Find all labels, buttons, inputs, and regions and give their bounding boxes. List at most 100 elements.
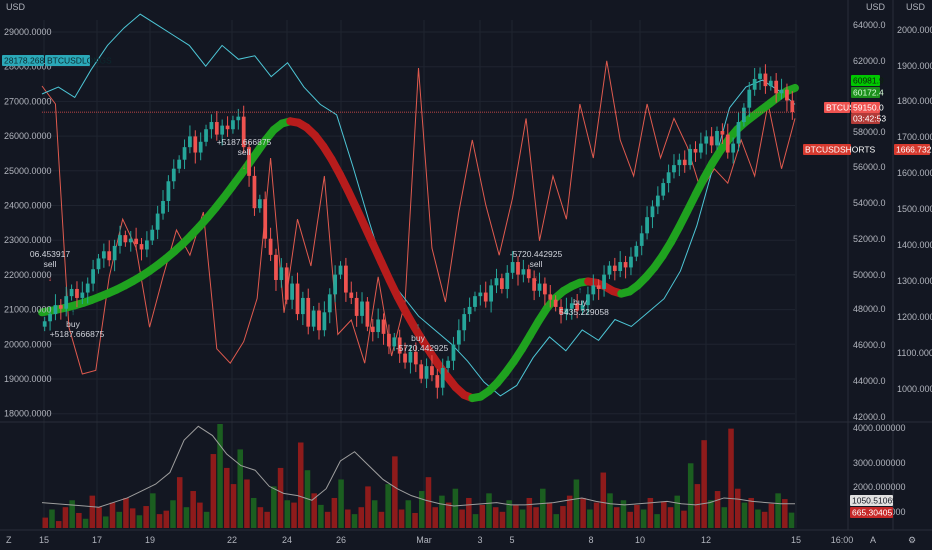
candle-body xyxy=(516,262,520,275)
candle-body xyxy=(247,147,251,176)
candle-body xyxy=(220,125,225,135)
volume-bar xyxy=(472,514,479,528)
candle-body xyxy=(424,366,429,379)
volume-bar xyxy=(62,507,69,528)
candle-body xyxy=(451,344,456,361)
volume-bar xyxy=(42,517,49,528)
candle-body xyxy=(752,78,757,90)
volume-bar xyxy=(371,500,378,528)
last-price-tag-bg xyxy=(851,102,880,113)
x-tick-label: Mar xyxy=(416,535,432,545)
volume-bar xyxy=(250,497,257,528)
volume-bar xyxy=(150,493,156,528)
candle-body xyxy=(327,294,332,313)
right-tick-label: 48000.0 xyxy=(853,304,886,314)
volume-bar xyxy=(244,479,250,528)
x-tick-label: 8 xyxy=(588,535,593,545)
buy-arrow-icon: ↑ xyxy=(71,307,75,317)
candle-body xyxy=(107,251,112,261)
volume-bar xyxy=(405,500,412,528)
volume-bar xyxy=(526,497,533,528)
annotation-label: sell xyxy=(530,259,543,269)
candle-body xyxy=(360,301,364,316)
volume-bar xyxy=(277,467,284,528)
annotation-value: -5720.442925 xyxy=(510,249,563,259)
candle-body xyxy=(602,274,606,289)
candle-body xyxy=(774,80,779,94)
candle-body xyxy=(241,116,246,148)
candle-body xyxy=(639,233,644,246)
volume-bar xyxy=(445,502,452,528)
buy-arrow-icon: ↑ xyxy=(416,321,420,331)
candle-body xyxy=(161,201,165,214)
annotation-label: sell xyxy=(238,147,251,157)
volume-bar xyxy=(486,493,492,528)
candle-body xyxy=(532,278,537,291)
candle-body xyxy=(564,308,569,315)
longs-price-tag: 28178.2687 xyxy=(2,55,49,66)
volume-bar xyxy=(143,506,149,528)
candle-body xyxy=(731,143,736,153)
right-axis-unit: USD xyxy=(866,2,886,12)
volume-bar xyxy=(156,514,163,528)
candle-body xyxy=(91,269,95,284)
volume-tick-label: 2000.000000 xyxy=(853,482,906,492)
volume-tick-label: 4000.000000 xyxy=(853,423,906,433)
shorts-value-tag-bg xyxy=(894,144,930,155)
volume-bar xyxy=(674,495,681,528)
candle-body xyxy=(650,206,655,218)
volume-bar xyxy=(479,504,486,528)
candle-body xyxy=(715,131,719,146)
candle-body xyxy=(177,159,182,169)
candle-body xyxy=(790,100,795,113)
candle-body xyxy=(300,297,305,315)
left-axis-unit: USD xyxy=(6,2,26,12)
volume-value-tag: 665.30405 xyxy=(850,507,893,518)
longs-name-tag: BTCUSDLONGS xyxy=(45,55,112,66)
annotation-label: sell xyxy=(44,259,57,269)
x-tick-label: 10 xyxy=(635,535,645,545)
right-tick-label: 58000.0 xyxy=(853,127,886,137)
countdown-tag-bg xyxy=(851,113,880,124)
candle-body xyxy=(419,364,424,379)
ma-upper-tag-bg xyxy=(851,75,880,86)
last-price-tag: 59150.0 xyxy=(851,102,884,113)
grid-lines xyxy=(0,0,932,531)
volume-bar xyxy=(76,512,82,528)
auto-scale-button[interactable]: A xyxy=(870,535,876,545)
zoom-button[interactable]: Z xyxy=(6,535,12,545)
candle-body xyxy=(779,89,784,94)
longs-name-tag-text: BTCUSDLONGS xyxy=(47,56,112,66)
last-price-tag-text: 59150.0 xyxy=(853,103,884,113)
left-tick-label: 19000.0000 xyxy=(4,374,52,384)
candle-body xyxy=(112,245,117,261)
candle-body xyxy=(655,195,660,207)
candle-body xyxy=(768,80,773,87)
candle-body xyxy=(166,181,171,202)
volume-bar xyxy=(297,442,304,528)
candle-body xyxy=(236,116,241,121)
volume-bar xyxy=(607,493,613,528)
candle-body xyxy=(171,168,176,182)
volume-bar xyxy=(345,509,351,528)
candle-body xyxy=(290,283,294,300)
volume-bar xyxy=(687,463,694,528)
candle-body xyxy=(693,148,698,153)
longs-price-tag-text: 28178.2687 xyxy=(4,56,49,66)
candle-body xyxy=(489,285,493,302)
volume-bar xyxy=(230,484,237,528)
right-tick-label: 44000.0 xyxy=(853,376,886,386)
volume-bar xyxy=(734,488,741,528)
annotation-label: buy xyxy=(411,333,425,343)
left-tick-label: 29000.0000 xyxy=(4,27,52,37)
outer-tick-label: 1400.0000 xyxy=(897,240,932,250)
volume-bar xyxy=(640,509,647,528)
volume-bar xyxy=(129,508,136,528)
longs-name-tag-bg xyxy=(45,55,90,66)
settings-icon[interactable]: ⚙ xyxy=(908,535,916,545)
candle-body xyxy=(505,272,510,289)
volume-bar xyxy=(533,507,539,528)
volume-bar xyxy=(183,507,190,528)
